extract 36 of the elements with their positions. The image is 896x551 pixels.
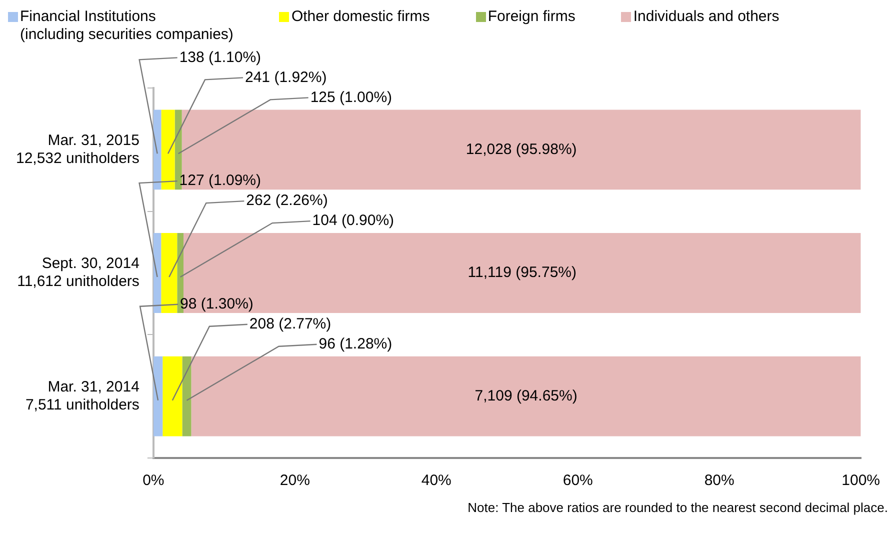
data-label: 12,028 (95.98%) <box>466 140 577 158</box>
bar <box>153 233 162 313</box>
data-label: 241 (1.92%) <box>245 68 327 86</box>
bar <box>191 356 861 436</box>
legend-label: Other domestic firms <box>291 8 430 26</box>
data-label: 11,119 (95.75%) <box>468 264 576 282</box>
x-tick-label: 100% <box>842 472 880 490</box>
legend-label: Financial Institutions (including securities companies) <box>20 8 234 44</box>
data-label: 138 (1.10%) <box>179 48 262 66</box>
x-tick-label: 80% <box>704 472 734 490</box>
bar <box>161 110 175 190</box>
data-label: 262 (2.26%) <box>246 192 328 210</box>
bar <box>153 110 162 190</box>
data-label: 96 (1.28%) <box>318 336 392 353</box>
x-tick-label: 0% <box>142 472 164 490</box>
bar <box>162 356 182 436</box>
x-tick-label: 20% <box>280 472 310 490</box>
data-label: 125 (1.00%) <box>310 88 392 106</box>
data-label: 7,109 (94.65%) <box>474 387 578 404</box>
x-tick-label: 40% <box>421 472 452 490</box>
bar <box>182 356 192 436</box>
text: Note: The above ratios are rounded to the nearest second decimal place. <box>466 500 888 515</box>
data-label: 104 (0.90%) <box>312 212 394 230</box>
y-tick-label: Sept. 30, 2014 11,612 unitholders <box>17 255 140 290</box>
legend-label: Individuals and others <box>633 8 780 26</box>
bar <box>174 110 182 190</box>
y-tick-label: Mar. 31, 2014 7,511 unitholders <box>25 378 140 414</box>
bar <box>153 356 163 436</box>
legend-label: Foreign firms <box>488 8 576 26</box>
y-tick-label: Mar. 31, 2015 12,532 unitholders <box>16 132 140 167</box>
data-label: 208 (2.77%) <box>249 316 332 333</box>
bar <box>161 233 178 313</box>
bar <box>182 110 861 190</box>
data-label: 98 (1.30%) <box>180 296 254 313</box>
x-tick-label: 60% <box>562 472 593 490</box>
data-label: 127 (1.09%) <box>179 172 262 190</box>
